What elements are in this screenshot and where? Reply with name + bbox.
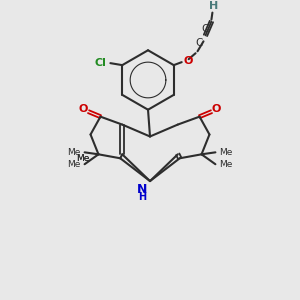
- Text: C: C: [202, 24, 209, 34]
- Text: Me: Me: [76, 154, 89, 163]
- Text: Me: Me: [219, 160, 233, 169]
- Text: O: O: [184, 56, 193, 66]
- Text: Cl: Cl: [94, 58, 106, 68]
- Text: C: C: [196, 38, 203, 48]
- Text: H: H: [138, 192, 146, 202]
- Text: Me: Me: [67, 160, 81, 169]
- Text: O: O: [212, 104, 221, 114]
- Text: Me: Me: [76, 154, 89, 163]
- Text: Me: Me: [67, 148, 81, 157]
- Text: O: O: [79, 104, 88, 114]
- Text: N: N: [137, 182, 147, 196]
- Text: H: H: [209, 1, 218, 11]
- Text: Me: Me: [219, 148, 233, 157]
